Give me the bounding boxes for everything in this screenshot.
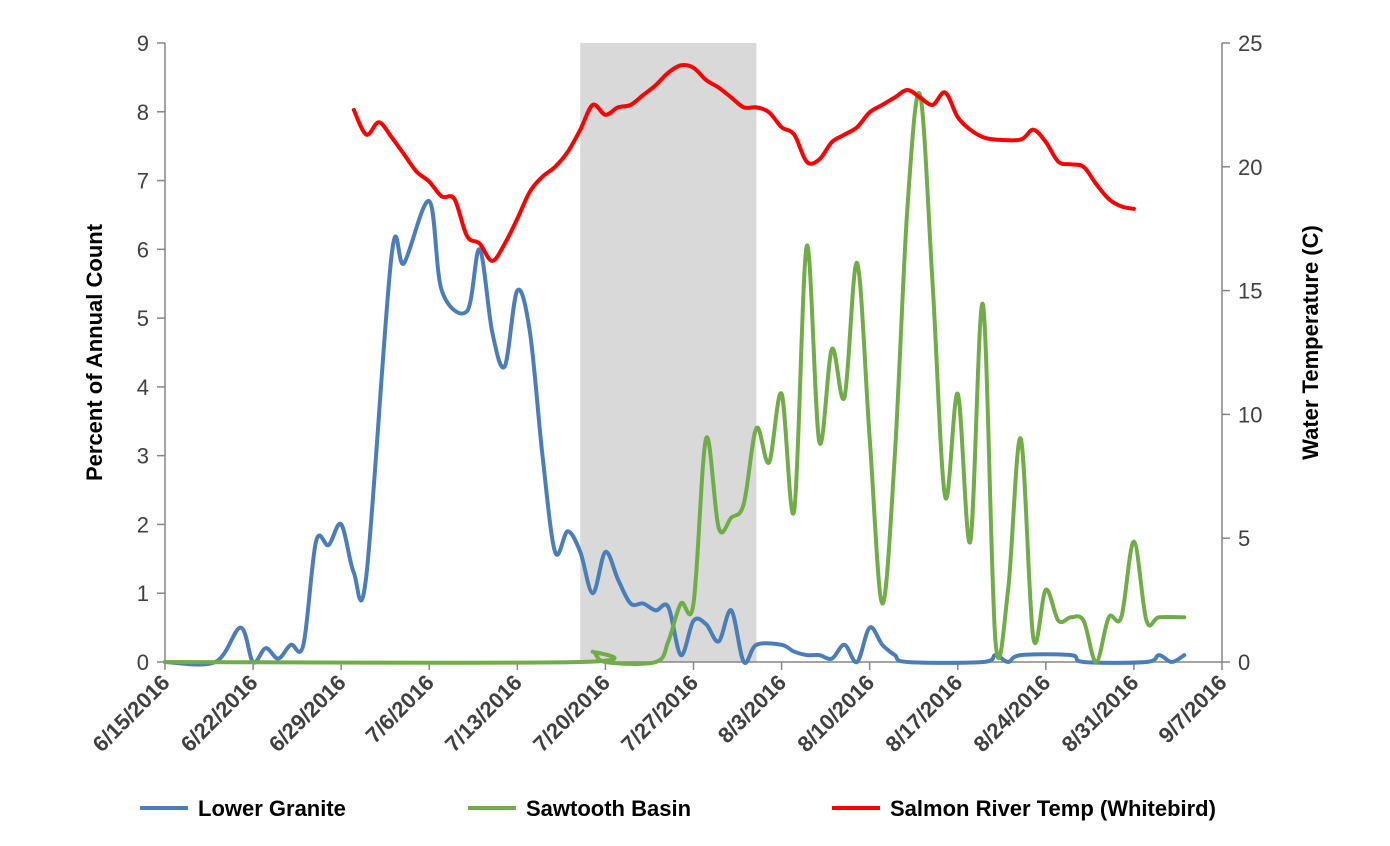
- y-right-tick-label: 5: [1238, 526, 1250, 551]
- y-left-tick-label: 5: [137, 306, 149, 331]
- x-tick-label: 6/15/2016: [88, 670, 175, 757]
- y-right-tick-label: 25: [1238, 31, 1262, 56]
- y-left-tick-label: 4: [137, 375, 149, 400]
- x-tick-label: 9/7/2016: [1153, 670, 1231, 748]
- y-axis-right-title: Water Temperature (C): [1298, 225, 1323, 460]
- x-tick-label: 6/22/2016: [176, 670, 263, 757]
- series-line-sawtooth-basin: [163, 91, 1187, 666]
- x-tick-label: 7/6/2016: [361, 670, 439, 748]
- x-tick-label: 8/3/2016: [713, 670, 791, 748]
- series-line-lower-granite: [163, 199, 1187, 667]
- y-left-tick-label: 3: [137, 444, 149, 469]
- shaded-period: [580, 43, 757, 662]
- x-tick-label: 7/13/2016: [440, 670, 527, 757]
- y-left-tick-label: 7: [137, 169, 149, 194]
- shaded-region-layer: [580, 43, 757, 662]
- x-tick-label: 8/17/2016: [880, 670, 967, 757]
- y-right-tick-label: 10: [1238, 402, 1262, 427]
- y-right-tick-label: 20: [1238, 155, 1262, 180]
- y-axis-left-title: Percent of Annual Count: [82, 223, 107, 481]
- y-left-tick-label: 1: [137, 581, 149, 606]
- x-tick-label: 7/20/2016: [528, 670, 615, 757]
- x-tick-label: 7/27/2016: [616, 670, 703, 757]
- legend-label-salmon-river-temp-whitebird: Salmon River Temp (Whitebird): [890, 796, 1216, 821]
- y-left-tick-label: 6: [137, 237, 149, 262]
- y-left-tick-label: 0: [137, 650, 149, 675]
- series-line-salmon-river-temp-whitebird: [351, 63, 1136, 263]
- x-tick-label: 6/29/2016: [264, 670, 351, 757]
- legend-label-sawtooth-basin: Sawtooth Basin: [526, 796, 691, 821]
- y-left-tick-label: 8: [137, 100, 149, 125]
- x-tick-label: 8/10/2016: [792, 670, 879, 757]
- legend: Lower Granite Sawtooth Basin Salmon River …: [140, 796, 1216, 821]
- x-tick-label: 8/24/2016: [968, 670, 1055, 757]
- y-right-tick-label: 0: [1238, 650, 1250, 675]
- y-left-tick-label: 2: [137, 512, 149, 537]
- y-left-tick-label: 9: [137, 31, 149, 56]
- y-right-tick-label: 15: [1238, 279, 1262, 304]
- legend-label-lower-granite: Lower Granite: [198, 796, 346, 821]
- x-tick-label: 8/31/2016: [1057, 670, 1144, 757]
- series-layer: [163, 63, 1187, 667]
